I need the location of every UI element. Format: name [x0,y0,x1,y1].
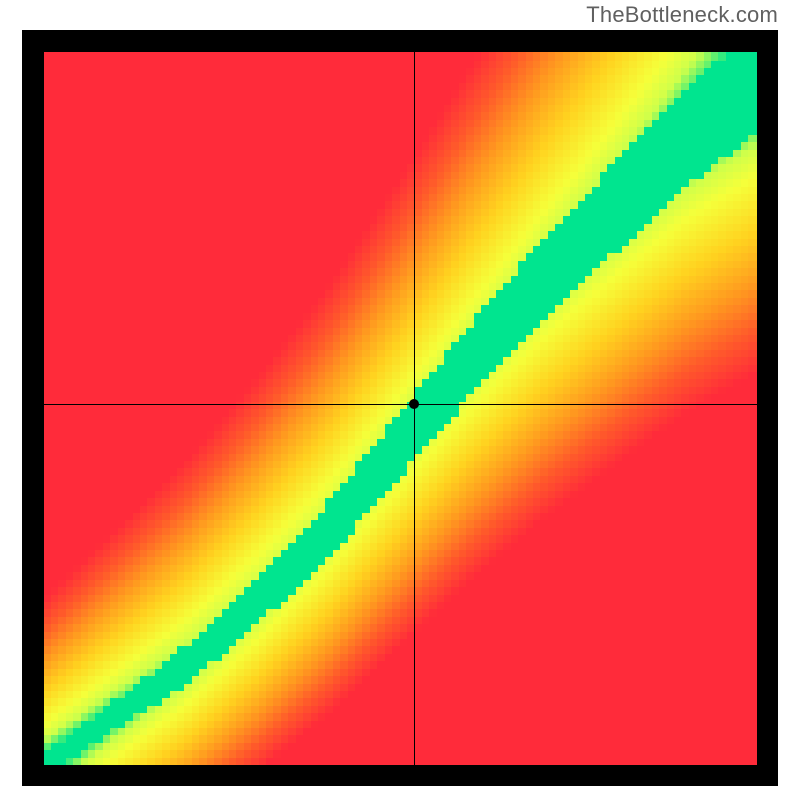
watermark-text: TheBottleneck.com [586,2,778,28]
crosshair-horizontal [22,404,778,405]
bottleneck-heatmap [22,30,778,786]
selection-marker [409,399,419,409]
chart-frame [22,30,778,786]
